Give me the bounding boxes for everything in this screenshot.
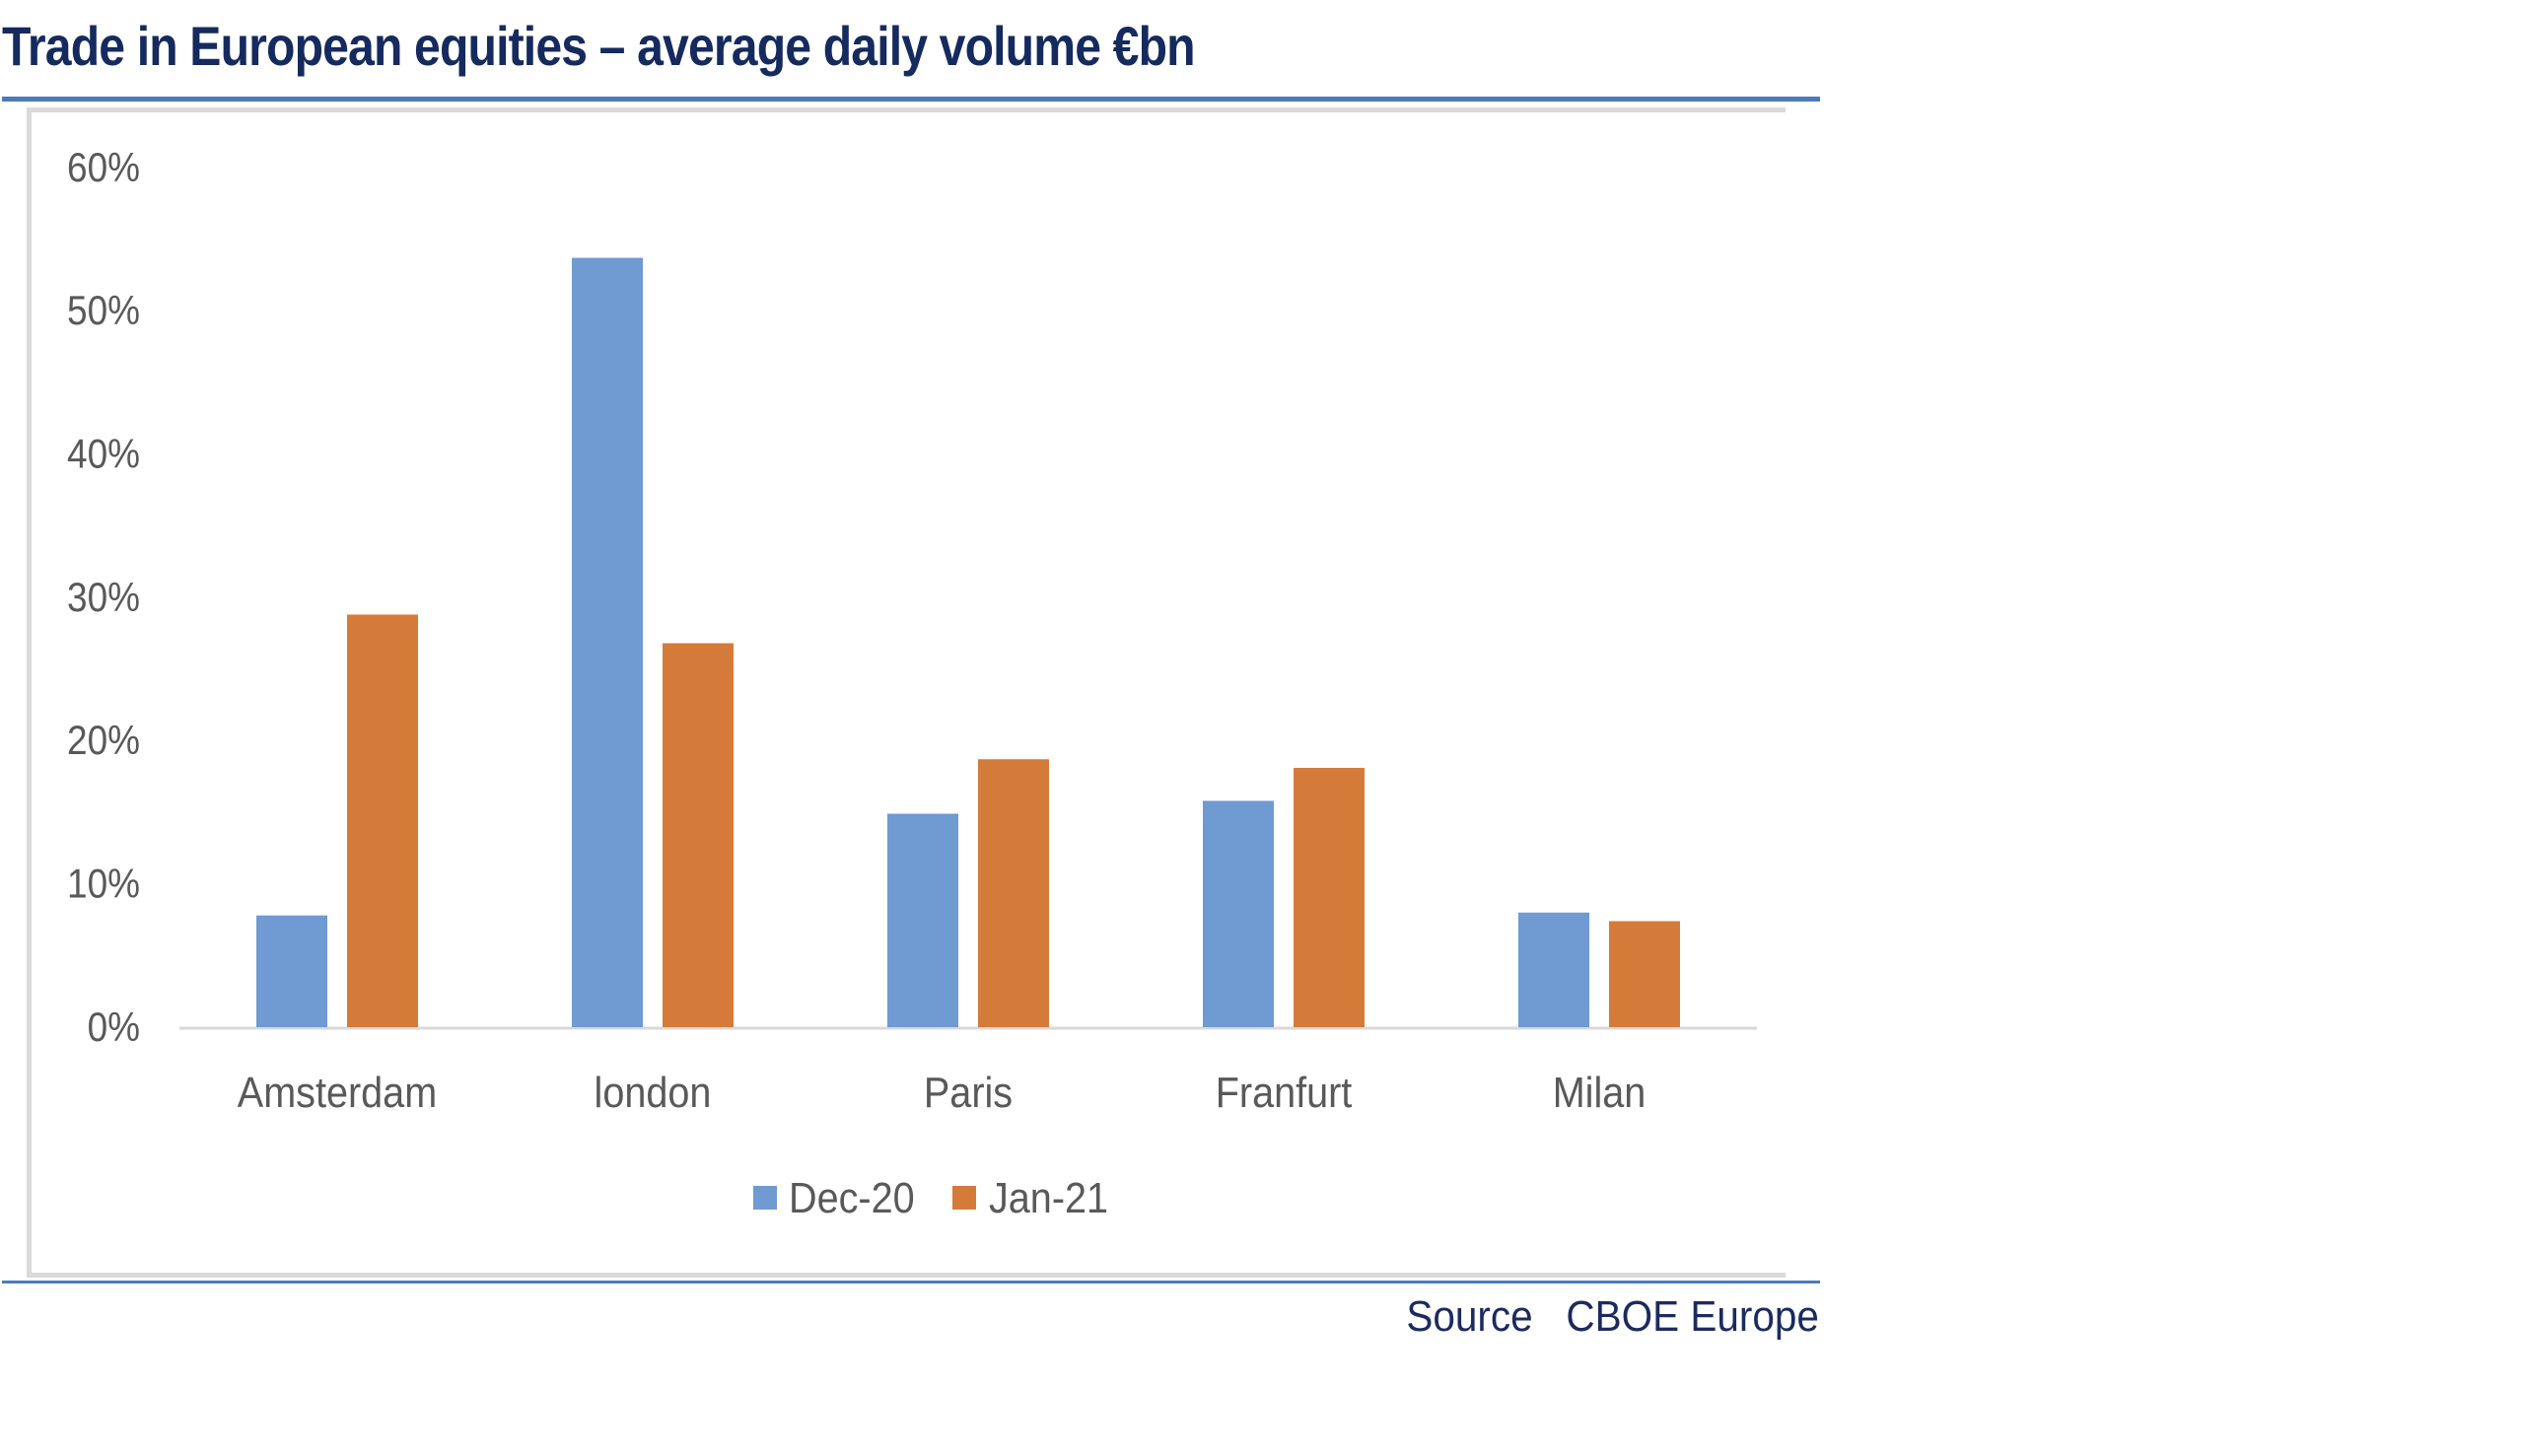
legend-swatch-dec-20	[753, 1186, 777, 1210]
legend: Dec-20 Jan-21	[753, 1173, 1108, 1222]
title-rule	[2, 97, 1820, 102]
legend-label: Dec-20	[789, 1173, 915, 1221]
bar-dec-20-amsterdam	[256, 915, 327, 1027]
bar-dec-20-paris	[887, 813, 958, 1027]
source-note: Source CBOE Europe	[1406, 1291, 1819, 1343]
y-tick-label: 20%	[67, 718, 140, 764]
y-tick-label: 60%	[67, 145, 140, 191]
bar-dec-20-london	[572, 257, 643, 1027]
bar-jan-21-london	[663, 643, 734, 1027]
y-tick-label: 10%	[67, 861, 140, 907]
y-tick-label: 40%	[67, 431, 140, 477]
y-tick-label: 0%	[88, 1005, 140, 1051]
chart-title: Trade in European equities – average dai…	[2, 15, 1196, 77]
x-tick-label: Milan	[1553, 1068, 1647, 1116]
y-tick-label: 50%	[67, 288, 140, 334]
bar-jan-21-paris	[978, 759, 1049, 1027]
x-tick-label: Amsterdam	[238, 1068, 437, 1116]
x-axis: Amsterdam london Paris Franfurt Milan	[238, 1068, 1646, 1116]
x-tick-label: Franfurt	[1216, 1068, 1353, 1116]
x-tick-label: Paris	[924, 1068, 1013, 1116]
y-axis: 0% 10% 20% 30% 40% 50% 60%	[67, 145, 140, 1051]
chart-frame	[27, 107, 1786, 1278]
footer-rule	[2, 1281, 1820, 1283]
legend-swatch-jan-21	[952, 1186, 976, 1210]
bar-jan-21-amsterdam	[347, 614, 418, 1027]
bar-dec-20-milan	[1518, 912, 1589, 1027]
x-tick-label: london	[595, 1068, 712, 1116]
bars	[256, 257, 1680, 1027]
bar-jan-21-franfurt	[1294, 767, 1365, 1027]
source-label: Source	[1406, 1292, 1533, 1341]
bar-dec-20-franfurt	[1203, 800, 1274, 1027]
source-value: CBOE Europe	[1566, 1292, 1819, 1341]
bar-jan-21-milan	[1609, 921, 1680, 1027]
legend-label: Jan-21	[989, 1173, 1108, 1221]
y-tick-label: 30%	[67, 575, 140, 621]
